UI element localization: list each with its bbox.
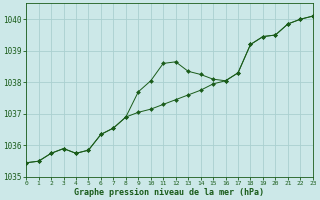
X-axis label: Graphe pression niveau de la mer (hPa): Graphe pression niveau de la mer (hPa) [75,188,264,197]
